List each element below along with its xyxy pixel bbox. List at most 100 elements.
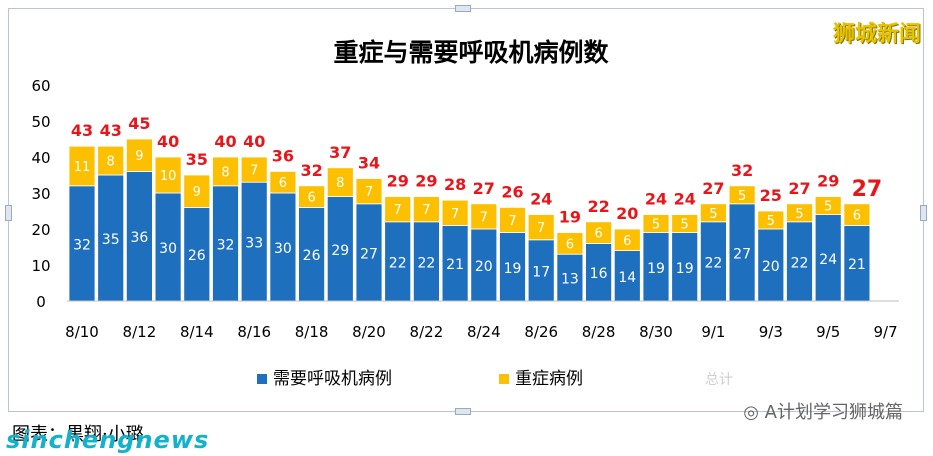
- bar-severe-label: 6: [623, 234, 631, 249]
- bar-severe: [68, 145, 96, 187]
- bar-total-label: 25: [760, 186, 782, 205]
- legend: 需要呼吸机病例 重症病例: [257, 369, 583, 389]
- bar-total-label: 20: [616, 204, 638, 223]
- bar-ventilator-label: 24: [819, 252, 837, 268]
- bar-severe: [814, 196, 842, 216]
- wechat-icon: ◎: [743, 402, 759, 423]
- legend-swatch: [499, 374, 509, 384]
- y-axis-ticks: 0 10 20 30 40 50 60: [31, 77, 50, 311]
- y-tick-label: 10: [31, 257, 50, 275]
- bar-severe: [183, 174, 211, 208]
- bar-severe: [154, 156, 182, 194]
- bar-total-label: 29: [387, 172, 409, 191]
- resize-handle-bottom[interactable]: [455, 408, 471, 415]
- bar-severe-label: 6: [279, 176, 287, 191]
- bar-severe: [585, 221, 612, 244]
- watermark-top-right: 狮城新闻: [832, 22, 921, 47]
- bar-severe-label: 9: [135, 149, 143, 164]
- bar-total-label: 19: [559, 208, 581, 227]
- x-tick-label: 8/20: [352, 323, 386, 341]
- bar-severe-label: 7: [365, 185, 373, 200]
- bar-severe-label: 7: [451, 207, 459, 222]
- x-tick-label: 9/7: [874, 323, 898, 341]
- bar-severe-label: 8: [336, 176, 344, 191]
- bar-total-label: 35: [186, 150, 208, 169]
- bar-ventilator: [441, 224, 469, 302]
- bar-ventilator: [298, 206, 326, 302]
- bar-ventilator: [68, 185, 96, 302]
- bar-severe-label: 7: [480, 210, 488, 225]
- bar-total-label: 36: [272, 146, 294, 165]
- y-tick-label: 40: [31, 149, 50, 167]
- bar-ventilator-label: 22: [417, 255, 435, 271]
- bar-severe-label: 5: [824, 200, 832, 215]
- bar-total-label: 32: [300, 161, 322, 180]
- bar-severe: [786, 203, 813, 223]
- x-tick-label: 9/3: [759, 323, 783, 341]
- bar-severe-label: 7: [394, 203, 402, 218]
- bar-ventilator-label: 27: [733, 246, 751, 262]
- x-tick-label: 8/12: [123, 323, 157, 341]
- bar-ventilator-label: 20: [762, 259, 780, 275]
- bar-ventilator-label: 21: [446, 257, 464, 273]
- bar-ventilator-label: 29: [331, 243, 349, 259]
- bar-ventilator: [843, 224, 871, 302]
- bar-ventilator-label: 22: [791, 255, 809, 271]
- x-tick-label: 8/16: [237, 323, 271, 341]
- bar-severe-label: 5: [795, 207, 803, 222]
- bar-severe: [412, 196, 440, 223]
- bar-severe-label: 11: [74, 160, 91, 175]
- legend-swatch: [257, 374, 267, 384]
- bar-severe-label: 8: [107, 155, 115, 170]
- resize-handle-left[interactable]: [5, 205, 12, 221]
- bar-severe: [499, 206, 526, 233]
- bar-ventilator-label: 36: [130, 230, 148, 246]
- bar-severe: [269, 170, 297, 194]
- resize-handle-right[interactable]: [920, 205, 927, 221]
- bar-severe: [728, 185, 756, 205]
- x-tick-label: 9/5: [816, 323, 840, 341]
- x-tick-label: 8/22: [410, 323, 444, 341]
- bar-ventilator-label: 26: [303, 248, 321, 264]
- bar-severe: [240, 156, 268, 183]
- resize-handle-top[interactable]: [455, 5, 471, 12]
- bar-ventilator-label: 13: [561, 272, 579, 288]
- chart-svg: 重症与需要呼吸机病例数 0 10 20 30 40 50 60 32 11 43 35 8 43 36 9…: [31, 38, 899, 389]
- bar-ventilator: [786, 221, 813, 302]
- bar-ventilator-label: 33: [245, 236, 263, 252]
- bar-severe-label: 6: [853, 209, 861, 224]
- bar-total-label: 27: [702, 179, 724, 198]
- bar-severe: [384, 196, 412, 223]
- bar-ventilator: [728, 203, 756, 302]
- bar-severe: [757, 210, 785, 230]
- x-tick-label: 8/14: [180, 323, 214, 341]
- bar-total-label: 29: [415, 172, 437, 191]
- bar-ventilator-label: 22: [389, 255, 407, 271]
- watermark-bottom-left: sinchengnews: [6, 426, 210, 454]
- bar-ventilator-label: 21: [848, 257, 866, 273]
- bar-ventilator-label: 19: [504, 261, 522, 277]
- bar-severe: [97, 145, 125, 176]
- bar-total-label: 34: [358, 154, 380, 173]
- bar-severe: [441, 199, 469, 226]
- bar-ventilator-label: 30: [159, 241, 177, 257]
- bar-severe-label: 7: [537, 221, 545, 236]
- bar-severe: [126, 138, 153, 172]
- bar-severe-label: 5: [681, 218, 689, 233]
- bar-severe: [642, 214, 670, 234]
- x-tick-label: 8/28: [582, 323, 616, 341]
- bar-severe-label: 9: [193, 185, 201, 200]
- bar-total-label: 40: [243, 132, 265, 151]
- bar-severe-label: 6: [594, 227, 602, 242]
- x-tick-label: 8/30: [639, 323, 673, 341]
- y-tick-label: 20: [31, 221, 50, 239]
- bar-total-label: 24: [674, 190, 696, 209]
- bar-ventilator: [585, 242, 612, 302]
- bar-severe: [326, 167, 354, 198]
- bar-ventilator-label: 14: [618, 270, 636, 286]
- bar-ventilator-label: 19: [676, 261, 694, 277]
- bar-ventilator: [527, 239, 555, 302]
- bar-total-label: 27: [788, 179, 810, 198]
- bar-ventilator-label: 35: [102, 232, 120, 248]
- bar-ventilator-label: 19: [647, 261, 665, 277]
